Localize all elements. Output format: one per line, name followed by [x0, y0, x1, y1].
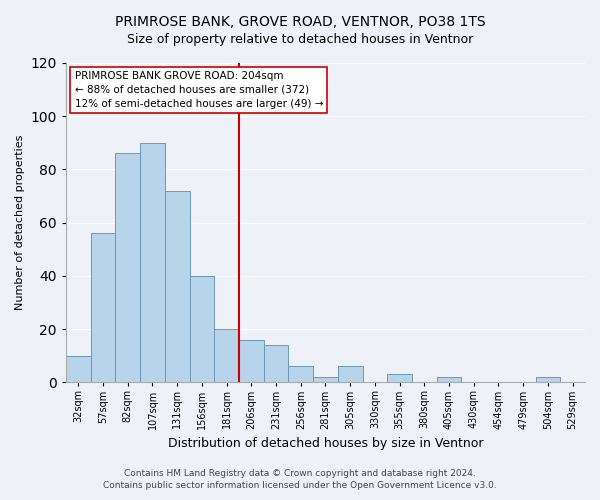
- X-axis label: Distribution of detached houses by size in Ventnor: Distribution of detached houses by size …: [168, 437, 483, 450]
- Bar: [437, 377, 461, 382]
- Text: PRIMROSE BANK GROVE ROAD: 204sqm
← 88% of detached houses are smaller (372)
12% : PRIMROSE BANK GROVE ROAD: 204sqm ← 88% o…: [74, 71, 323, 109]
- Bar: [91, 234, 115, 382]
- Bar: [214, 329, 239, 382]
- Bar: [313, 377, 338, 382]
- Bar: [536, 377, 560, 382]
- Bar: [165, 190, 190, 382]
- Bar: [263, 345, 289, 383]
- Bar: [115, 154, 140, 382]
- Bar: [190, 276, 214, 382]
- Bar: [140, 143, 165, 382]
- Bar: [289, 366, 313, 382]
- Text: PRIMROSE BANK, GROVE ROAD, VENTNOR, PO38 1TS: PRIMROSE BANK, GROVE ROAD, VENTNOR, PO38…: [115, 15, 485, 29]
- Y-axis label: Number of detached properties: Number of detached properties: [15, 135, 25, 310]
- Bar: [239, 340, 263, 382]
- Bar: [338, 366, 362, 382]
- Bar: [387, 374, 412, 382]
- Text: Contains HM Land Registry data © Crown copyright and database right 2024.
Contai: Contains HM Land Registry data © Crown c…: [103, 468, 497, 490]
- Text: Size of property relative to detached houses in Ventnor: Size of property relative to detached ho…: [127, 32, 473, 46]
- Bar: [66, 356, 91, 382]
